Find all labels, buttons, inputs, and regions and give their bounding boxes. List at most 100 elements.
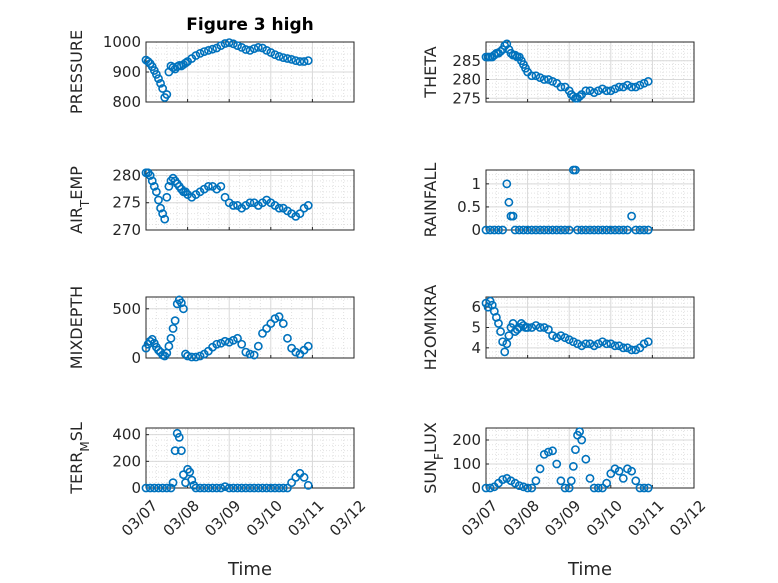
data-point [544, 325, 553, 334]
y-axis-label: RAINFALL [421, 163, 440, 238]
data-point [539, 75, 549, 84]
data-point [245, 349, 255, 359]
data-point [614, 466, 624, 476]
data-point [618, 82, 628, 92]
data-point [220, 192, 230, 202]
data-point [519, 225, 528, 235]
data-point [531, 321, 541, 330]
y-tick-label: 0 [131, 349, 141, 367]
data-point [164, 341, 174, 351]
data-point [643, 225, 653, 235]
data-point [531, 71, 541, 81]
data-point [635, 225, 645, 235]
data-point [606, 86, 616, 96]
data-point [635, 80, 645, 90]
data-point [154, 74, 163, 83]
data-point [618, 225, 628, 235]
data-point [627, 466, 636, 476]
x-tick-label: 03/12 [326, 497, 369, 540]
data-point [560, 483, 570, 493]
data-point [614, 82, 624, 92]
data-point [262, 46, 272, 55]
y-axis-label: MIXDEPTH [67, 286, 86, 369]
data-point [274, 483, 284, 493]
data-point [589, 225, 599, 235]
data-point [544, 225, 553, 235]
data-point [566, 476, 576, 486]
data-point [154, 483, 163, 493]
data-point [571, 445, 580, 454]
data-point [166, 333, 176, 343]
data-point [496, 327, 505, 336]
data-point [149, 483, 159, 493]
y-tick-label: 200 [452, 431, 481, 449]
data-point [519, 482, 528, 492]
y-tick-label: 280 [452, 71, 481, 89]
data-point [303, 201, 313, 210]
data-point [568, 337, 578, 347]
y-tick-label: 0 [131, 479, 141, 497]
data-point [514, 481, 524, 490]
data-point [258, 483, 267, 493]
data-point [575, 91, 584, 101]
data-point [564, 335, 574, 345]
data-point [187, 475, 197, 485]
data-point [512, 325, 522, 334]
data-point [598, 225, 607, 235]
data-point [639, 483, 649, 493]
data-point [241, 45, 251, 54]
x-axis-label: Time [227, 559, 272, 580]
data-point [589, 341, 599, 351]
data-point [500, 347, 510, 357]
data-point [552, 333, 562, 343]
data-point [199, 47, 209, 56]
data-point [174, 432, 184, 442]
data-point [544, 75, 553, 84]
data-point [585, 473, 595, 483]
data-point [168, 324, 178, 333]
data-point [552, 225, 562, 235]
data-point [552, 459, 562, 469]
y-tick-label: 100 [452, 455, 481, 473]
data-point [548, 225, 557, 235]
data-point [639, 78, 649, 88]
data-point [593, 483, 603, 493]
axes-border [485, 41, 695, 103]
axes-border [145, 169, 355, 231]
data-point [577, 341, 587, 351]
data-point [145, 171, 155, 180]
data-point [585, 339, 595, 349]
data-point [270, 314, 280, 324]
data-point [523, 323, 532, 332]
subplot-mixdepth: 0 500 MIXDEPTH [67, 286, 355, 369]
data-point [187, 352, 197, 362]
data-point [498, 337, 508, 347]
data-point [496, 46, 505, 56]
data-point [253, 483, 263, 493]
data-point [573, 339, 582, 349]
data-point [162, 192, 172, 202]
y-tick-label: 270 [112, 221, 141, 239]
y-tick-label: 275 [452, 89, 481, 107]
data-point [203, 483, 213, 493]
data-point [556, 331, 566, 341]
y-tick-label: 1000 [103, 33, 141, 51]
data-point [295, 57, 305, 66]
y-tick-label: 275 [112, 194, 141, 212]
data-point [556, 476, 566, 486]
data-point [278, 53, 288, 62]
data-point [560, 225, 570, 235]
data-point [253, 43, 263, 52]
data-point [631, 225, 641, 235]
data-point [145, 336, 155, 346]
data-point [164, 181, 174, 191]
data-point [143, 57, 153, 66]
data-point [168, 478, 178, 488]
data-point [166, 483, 176, 493]
data-point [585, 225, 595, 235]
data-point [602, 339, 612, 349]
data-point [245, 46, 255, 55]
data-point [564, 225, 574, 235]
data-series [141, 168, 313, 224]
